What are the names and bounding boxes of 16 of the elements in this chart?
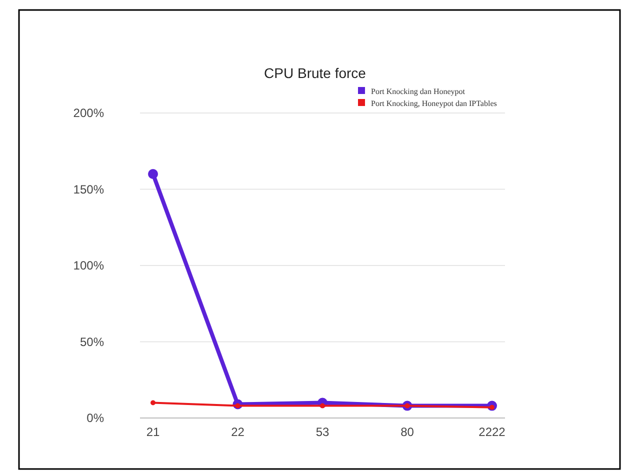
legend-label: Port Knocking, Honeypot dan IPTables <box>371 99 497 108</box>
legend-label: Port Knocking dan Honeypot <box>371 87 466 96</box>
point <box>320 403 325 408</box>
x-tick-label: 53 <box>316 425 330 439</box>
x-tick-label: 22 <box>231 425 245 439</box>
x-tick-label: 2222 <box>478 425 506 439</box>
y-tick-label: 50% <box>80 334 104 349</box>
chart-title: CPU Brute force <box>264 65 366 81</box>
x-tick-label: 21 <box>146 425 160 439</box>
point <box>148 169 158 179</box>
point <box>150 400 156 406</box>
x-tick-label: 80 <box>400 425 414 439</box>
y-tick-label: 100% <box>73 258 104 272</box>
y-tick-label: 0% <box>86 411 104 425</box>
y-tick-label: 200% <box>73 106 104 120</box>
y-tick-label: 150% <box>73 182 104 196</box>
